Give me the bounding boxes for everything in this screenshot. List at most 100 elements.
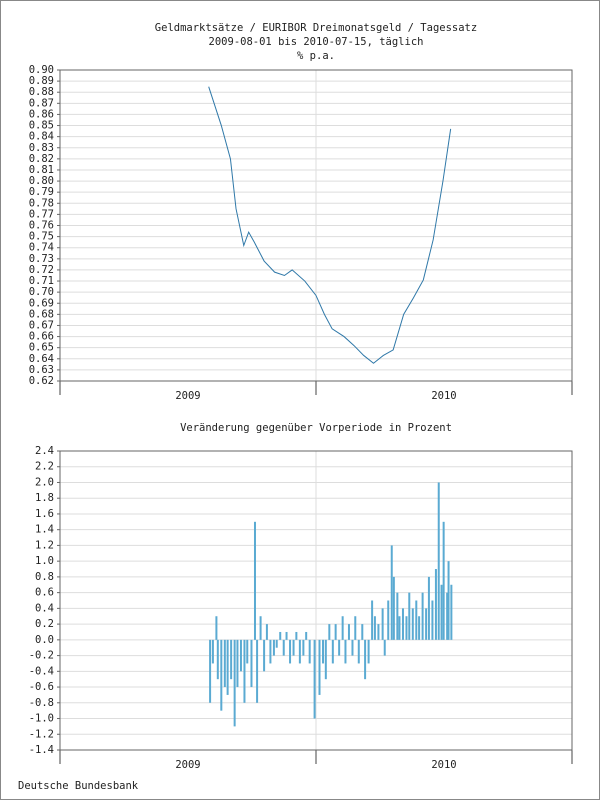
bar bbox=[250, 639, 253, 688]
bar bbox=[324, 639, 327, 680]
plot-frame bbox=[59, 69, 573, 382]
bar bbox=[298, 639, 301, 664]
line bbox=[208, 86, 452, 364]
y-tick-label: 0.69 bbox=[29, 297, 54, 309]
y-tick-label: 1.6 bbox=[35, 508, 54, 520]
y-tick-label: 0.80 bbox=[29, 175, 54, 187]
bar bbox=[387, 600, 390, 640]
bar bbox=[279, 631, 282, 640]
bar bbox=[392, 576, 395, 640]
bar bbox=[322, 639, 325, 664]
y-tick-label: 0.87 bbox=[29, 97, 54, 109]
y-tick-label: 0.85 bbox=[29, 120, 54, 132]
y-tick-label: 0.4 bbox=[35, 602, 54, 614]
y-tick-label: 0.63 bbox=[29, 364, 54, 376]
bar bbox=[289, 639, 292, 664]
bar bbox=[220, 639, 223, 711]
bar bbox=[259, 616, 262, 640]
x-tick-label: 2009 bbox=[175, 390, 200, 402]
y-tick-label: 0.79 bbox=[29, 186, 54, 198]
bar bbox=[347, 624, 350, 640]
bar bbox=[440, 584, 443, 640]
y-axis-label: % p.a. bbox=[297, 50, 335, 62]
bar bbox=[233, 639, 236, 727]
bar bbox=[415, 600, 418, 640]
bar bbox=[431, 600, 434, 640]
y-tick-label: -1.2 bbox=[29, 728, 54, 740]
bar bbox=[421, 592, 424, 640]
bar bbox=[223, 639, 226, 688]
bar bbox=[434, 569, 437, 640]
bar bbox=[285, 631, 288, 640]
chart-title: Geldmarktsätze / EURIBOR Dreimonatsgeld … bbox=[155, 22, 477, 34]
bar bbox=[351, 639, 354, 656]
bar bbox=[354, 616, 357, 640]
bar bbox=[446, 592, 449, 640]
x-tick-label: 2010 bbox=[431, 390, 456, 402]
y-tick-label: 0.64 bbox=[29, 353, 54, 365]
y-tick-label: 0.89 bbox=[29, 75, 54, 87]
bar bbox=[256, 639, 259, 703]
bar bbox=[253, 521, 256, 640]
y-tick-label: 0.84 bbox=[29, 131, 54, 143]
bar bbox=[331, 639, 334, 664]
y-tick-label: 0.72 bbox=[29, 264, 54, 276]
bar bbox=[401, 608, 404, 640]
bar bbox=[447, 561, 450, 640]
y-tick-label: 0.77 bbox=[29, 208, 54, 220]
bar bbox=[381, 608, 384, 640]
bar bbox=[328, 624, 331, 640]
y-tick-label: 0.62 bbox=[29, 375, 54, 387]
y-tick-label: 0.68 bbox=[29, 308, 54, 320]
bar bbox=[226, 639, 229, 695]
x-tick-label: 2009 bbox=[175, 759, 200, 771]
bar bbox=[450, 584, 453, 640]
bar bbox=[230, 639, 233, 680]
y-tick-label: 0.88 bbox=[29, 86, 54, 98]
y-tick-label: 1.0 bbox=[35, 555, 54, 567]
bar bbox=[302, 639, 305, 656]
y-tick-label: -1.4 bbox=[29, 744, 54, 756]
y-tick-label: 0.90 bbox=[29, 64, 54, 76]
y-tick-label: 1.2 bbox=[35, 539, 54, 551]
y-tick-label: 1.8 bbox=[35, 492, 54, 504]
bar bbox=[341, 616, 344, 640]
bar bbox=[442, 521, 445, 640]
y-tick-label: 0.71 bbox=[29, 275, 54, 287]
bar bbox=[265, 624, 268, 640]
bar bbox=[215, 616, 218, 640]
bar bbox=[295, 631, 298, 640]
bar bbox=[364, 639, 367, 680]
bar bbox=[371, 600, 374, 640]
y-tick-label: -0.2 bbox=[29, 650, 54, 662]
y-tick-label: 0.78 bbox=[29, 197, 54, 209]
y-tick-label: 0.70 bbox=[29, 286, 54, 298]
y-tick-label: 0.83 bbox=[29, 142, 54, 154]
y-tick-label: 0.67 bbox=[29, 319, 54, 331]
bar bbox=[390, 545, 393, 640]
bar bbox=[427, 576, 430, 640]
y-tick-label: 0.66 bbox=[29, 331, 54, 343]
y-tick-label: -0.4 bbox=[29, 665, 54, 677]
y-tick-label: -0.8 bbox=[29, 697, 54, 709]
y-tick-label: -0.6 bbox=[29, 681, 54, 693]
bar bbox=[239, 639, 242, 672]
y-tick-label: 0.6 bbox=[35, 587, 54, 599]
bar bbox=[318, 639, 321, 695]
y-tick-label: 0.0 bbox=[35, 634, 54, 646]
bar bbox=[367, 639, 370, 664]
bar bbox=[236, 639, 239, 688]
footer: Deutsche Bundesbank bbox=[18, 780, 139, 792]
bar bbox=[243, 639, 246, 703]
bar bbox=[418, 616, 421, 640]
bar bbox=[361, 624, 364, 640]
bar bbox=[405, 616, 408, 640]
y-tick-label: 1.4 bbox=[35, 524, 54, 536]
chart-title: Veränderung gegenüber Vorperiode in Proz… bbox=[180, 422, 452, 434]
y-tick-label: 0.81 bbox=[29, 164, 54, 176]
y-tick-label: 0.73 bbox=[29, 253, 54, 265]
y-tick-label: 0.74 bbox=[29, 242, 54, 254]
y-tick-label: 0.8 bbox=[35, 571, 54, 583]
y-tick-label: 0.75 bbox=[29, 231, 54, 243]
